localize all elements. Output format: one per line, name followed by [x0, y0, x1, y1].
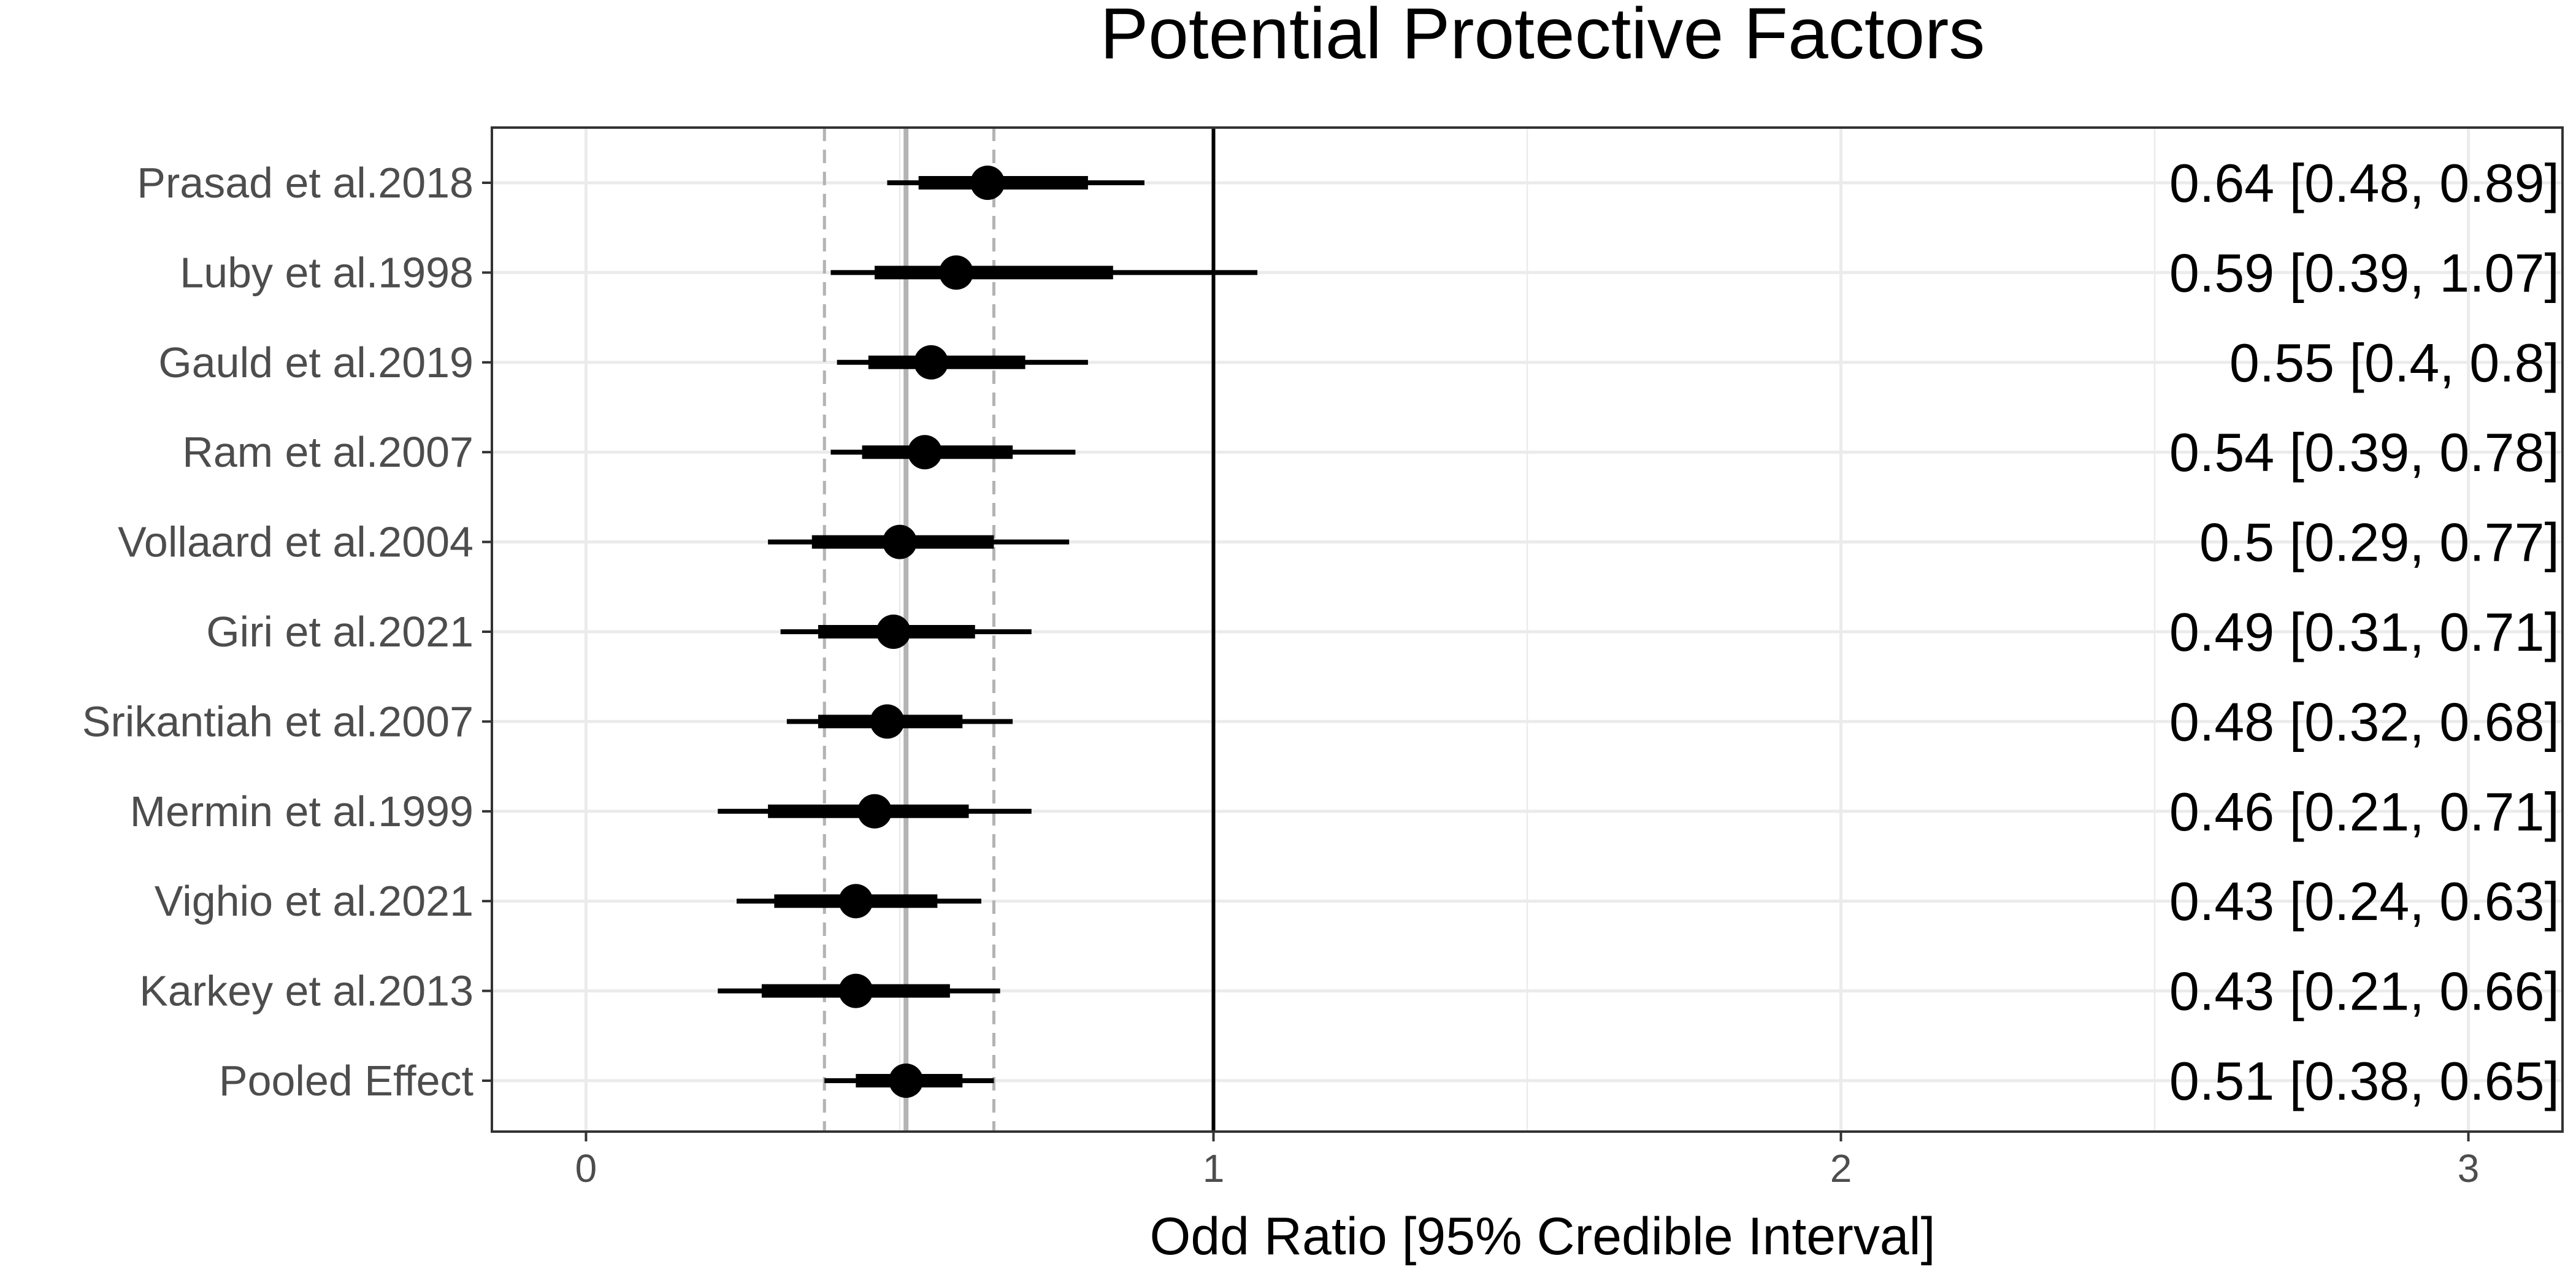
point-estimate [939, 255, 974, 290]
point-estimate [876, 615, 911, 649]
interval-annotation: 0.55 [0.4, 0.8] [2229, 332, 2559, 393]
chart-title: Potential Protective Factors [1100, 0, 1985, 74]
x-axis-tick-label: 2 [1830, 1146, 1852, 1190]
interval-annotation: 0.54 [0.39, 0.78] [2169, 422, 2559, 483]
interval-annotation: 0.64 [0.48, 0.89] [2169, 153, 2559, 213]
point-estimate [857, 794, 892, 829]
y-axis-study-label: Karkey et al.2013 [139, 967, 473, 1015]
point-estimate [914, 345, 949, 380]
interval-annotation: 0.43 [0.24, 0.63] [2169, 871, 2559, 932]
y-axis-study-label: Pooled Effect [219, 1057, 473, 1105]
y-axis-study-label: Vighio et al.2021 [155, 877, 473, 925]
interval-annotation: 0.43 [0.21, 0.66] [2169, 961, 2559, 1022]
interval-annotation: 0.46 [0.21, 0.71] [2169, 781, 2559, 842]
y-axis-study-label: Mermin et al.1999 [130, 788, 473, 835]
point-estimate [889, 1064, 924, 1098]
point-estimate [970, 166, 1005, 200]
point-estimate [870, 704, 905, 739]
x-axis-tick-label: 3 [2458, 1146, 2480, 1190]
panel-border [491, 126, 2564, 1133]
y-axis-study-label: Luby et al.1998 [180, 248, 473, 296]
y-axis-study-label: Ram et al.2007 [182, 428, 473, 476]
point-estimate [882, 524, 917, 559]
y-axis-study-label: Giri et al.2021 [206, 608, 473, 656]
interval-annotation: 0.59 [0.39, 1.07] [2169, 242, 2559, 303]
y-axis-study-label: Srikantiah et al.2007 [82, 697, 473, 745]
point-estimate [838, 973, 873, 1008]
y-axis-study-label: Gauld et al.2019 [158, 339, 473, 386]
interval-annotation: 0.48 [0.32, 0.68] [2169, 691, 2559, 752]
point-estimate [907, 435, 942, 470]
interval-annotation: 0.49 [0.31, 0.71] [2169, 602, 2559, 662]
plot-panel: 0.64 [0.48, 0.89] 0.59 [0.39, 1.07] 0.55 [… [82, 126, 2564, 1190]
x-axis-tick-label: 0 [575, 1146, 597, 1190]
interval-annotation: 0.51 [0.38, 0.65] [2169, 1051, 2559, 1111]
x-axis-label: Odd Ratio [95% Credible Interval] [1149, 1207, 1935, 1266]
x-axis-tick-label: 1 [1203, 1146, 1225, 1190]
interval-annotation: 0.5 [0.29, 0.77] [2199, 512, 2559, 573]
point-estimate [838, 884, 873, 919]
y-axis-study-label: Vollaard et al.2004 [118, 518, 473, 566]
y-axis-study-label: Prasad et al.2018 [137, 159, 473, 207]
